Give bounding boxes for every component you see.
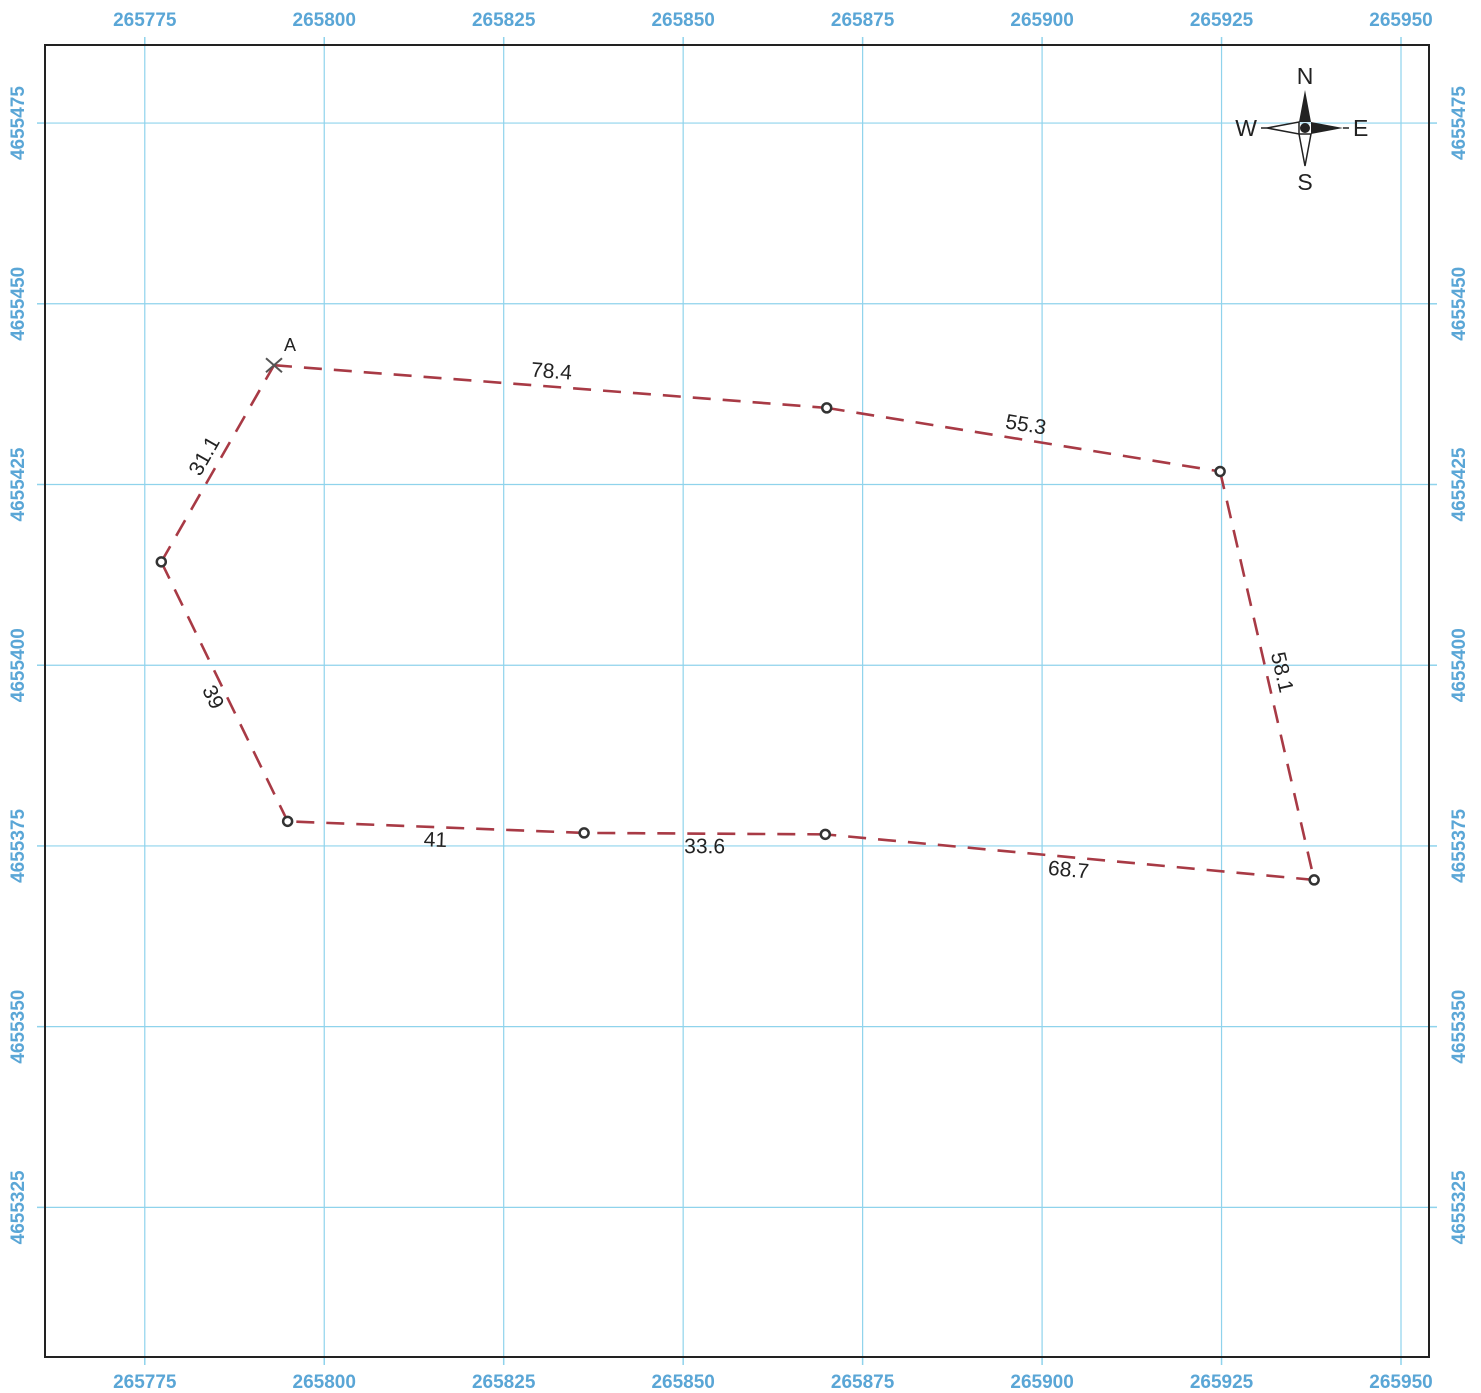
grid-lines [37, 37, 1437, 1365]
x-tick-label-bottom: 265900 [1010, 1372, 1073, 1393]
x-tick-label-top: 265900 [1010, 10, 1073, 31]
compass-rose: N S E W [1235, 63, 1368, 195]
parcel-boundary [161, 365, 1314, 880]
x-tick-label-top: 265800 [293, 10, 356, 31]
y-tick-label-left: 4655400 [8, 628, 29, 702]
vertex-point [822, 403, 831, 412]
x-tick-label-bottom: 265950 [1369, 1372, 1432, 1393]
segment-length-label: 78.4 [530, 359, 573, 385]
x-tick-label-top: 265925 [1190, 10, 1254, 31]
x-tick-label-top: 265950 [1369, 10, 1432, 31]
boundary-segment [584, 833, 825, 834]
segment-length-label: 55.3 [1004, 410, 1048, 439]
compass-center [1300, 123, 1310, 133]
y-tick-label-right: 4655350 [1449, 990, 1470, 1064]
x-tick-label-bottom: 265875 [831, 1372, 895, 1393]
x-tick-label-top: 265775 [113, 10, 177, 31]
y-tick-label-left: 4655350 [8, 990, 29, 1064]
compass-arrow-west [1267, 122, 1299, 134]
y-tick-label-left: 4655375 [8, 809, 29, 883]
vertex-point [283, 817, 292, 826]
y-tick-label-right: 4655375 [1449, 809, 1470, 883]
y-tick-label-left: 4655450 [8, 267, 29, 341]
y-tick-label-right: 4655425 [1449, 447, 1470, 521]
vertex-point [1216, 467, 1225, 476]
y-tick-label-right: 4655400 [1449, 628, 1470, 702]
segment-length-label: 41 [423, 828, 447, 852]
segment-length-label: 33.6 [684, 835, 725, 858]
vertex-point [821, 830, 830, 839]
y-tick-label-right: 4655325 [1449, 1170, 1470, 1244]
x-tick-label-bottom: 265850 [651, 1372, 714, 1393]
compass-arrow-north [1299, 90, 1311, 122]
compass-south-label: S [1297, 169, 1312, 195]
boundary-segment [161, 365, 274, 562]
compass-west-label: W [1235, 115, 1257, 141]
y-tick-label-right: 4655475 [1449, 86, 1470, 160]
segment-length-label: 31.1 [185, 433, 225, 480]
y-tick-label-right: 4655450 [1449, 267, 1470, 341]
compass-arrow-east [1311, 122, 1343, 134]
y-tick-label-left: 4655425 [8, 447, 29, 521]
x-tick-label-top: 265825 [472, 10, 536, 31]
parcel-vertices: A [157, 335, 1319, 884]
x-tick-label-top: 265850 [651, 10, 714, 31]
y-tick-label-left: 4655325 [8, 1170, 29, 1244]
start-vertex-label: A [284, 335, 296, 355]
vertex-point [157, 557, 166, 566]
vertex-point [1310, 875, 1319, 884]
boundary-segment [1220, 471, 1314, 879]
x-tick-label-top: 265875 [831, 10, 895, 31]
x-tick-label-bottom: 265925 [1190, 1372, 1254, 1393]
vertex-point [580, 828, 589, 837]
x-tick-label-bottom: 265800 [293, 1372, 356, 1393]
compass-north-label: N [1297, 63, 1314, 89]
x-tick-label-bottom: 265775 [113, 1372, 177, 1393]
compass-east-label: E [1353, 115, 1368, 141]
segment-length-label: 68.7 [1047, 857, 1090, 884]
boundary-segment [161, 562, 287, 822]
segment-length-label: 39 [197, 682, 228, 713]
y-tick-label-left: 4655475 [8, 86, 29, 160]
compass-arrow-south [1299, 134, 1311, 166]
x-tick-label-bottom: 265825 [472, 1372, 536, 1393]
